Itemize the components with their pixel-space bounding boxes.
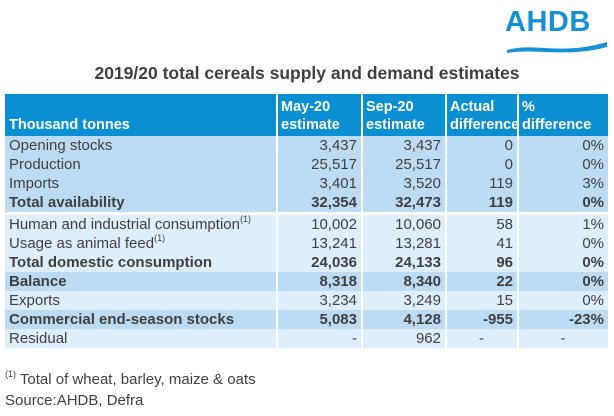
row-label-text: Total availability [9, 194, 125, 211]
table-row: Total availability 32,354 32,473 119 0% [5, 193, 608, 214]
table-row: Opening stocks 3,437 3,437 0 0% [5, 136, 608, 155]
table-row: Human and industrial consumption(1) 10,00… [5, 212, 608, 234]
sep-20-value: 4,128 [361, 310, 446, 329]
may-20-value: 32,354 [276, 193, 362, 214]
actual-difference-value: 58 [445, 212, 518, 234]
row-label-text: Total domestic consumption [9, 254, 213, 271]
row-label: Commercial end-season stocks [5, 310, 277, 329]
actual-difference-value: 0 [445, 155, 518, 174]
percent-difference-value: -23% [517, 310, 608, 329]
may-20-value: 3,401 [276, 174, 362, 193]
header-sep-20: Sep-20 estimate [361, 94, 446, 136]
actual-difference-value: 15 [445, 291, 518, 310]
table-row: Residual -962- - [5, 329, 608, 348]
footnote-marker: (1) [154, 233, 166, 243]
percent-difference-value: 0% [517, 155, 608, 174]
sep-20-value: 3,437 [361, 136, 446, 155]
table-row: Total domestic consumption 24,036 24,133 96… [5, 253, 608, 272]
actual-difference-value: 22 [445, 272, 518, 291]
sep-20-value: 25,517 [361, 155, 446, 174]
row-label: Usage as animal feed(1) [5, 234, 277, 253]
sep-20-value: 962 [361, 329, 446, 348]
actual-difference-value: 119 [445, 174, 518, 193]
table-row: Commercial end-season stocks 5,083 4,128 -9… [5, 310, 608, 329]
row-label-text: Residual [9, 330, 68, 347]
table-row: Imports 3,401 3,520 119 3% [5, 174, 608, 193]
header-actual-difference: Actual difference [445, 94, 519, 136]
table-row: Exports 3,234 3,249 15 0% [5, 291, 608, 310]
may-20-value: 25,517 [276, 155, 362, 174]
row-label: Opening stocks [5, 136, 277, 155]
row-label-text: Human and industrial consumption [9, 216, 240, 233]
ahdb-logo: AHDB [505, 6, 609, 56]
footnote-marker: (1) [239, 214, 251, 224]
percent-difference-value: 0% [517, 272, 608, 291]
percent-difference-value: - [517, 329, 608, 348]
table-row: Balance 8,318 8,340 22 0% [5, 272, 608, 291]
percent-difference-value: 0% [517, 234, 608, 253]
sep-20-value: 24,133 [361, 253, 446, 272]
row-label: Production [5, 155, 277, 174]
row-label-text: Exports [9, 292, 60, 309]
sep-20-value: 3,249 [361, 291, 446, 310]
row-label-text: Imports [9, 175, 60, 192]
sep-20-value: 3,520 [361, 174, 446, 193]
percent-difference-value: 0% [517, 193, 608, 214]
may-20-value: 5,083 [276, 310, 362, 329]
actual-difference-value: 0 [445, 136, 518, 155]
sep-20-value: 10,060 [361, 212, 446, 234]
row-label: Balance [5, 272, 277, 291]
percent-difference-value: 0% [517, 291, 608, 310]
may-20-value: 10,002 [276, 212, 362, 234]
supply-demand-table: Thousand tonnes May-20 estimate Sep-20 est… [5, 94, 608, 348]
row-label: Imports [5, 174, 277, 193]
logo-wave-icon [507, 42, 607, 53]
source-note: Source:AHDB, Defra [5, 392, 144, 409]
actual-difference-value: 119 [445, 193, 518, 214]
percent-difference-value: 3% [517, 174, 608, 193]
table-row: Production 25,517 25,517 0 0% [5, 155, 608, 174]
row-label-text: Production [9, 156, 81, 173]
sep-20-value: 13,281 [361, 234, 446, 253]
row-label: Human and industrial consumption(1) [5, 212, 277, 234]
row-label-text: Opening stocks [9, 137, 113, 154]
may-20-value: 8,318 [276, 272, 362, 291]
row-label: Exports [5, 291, 277, 310]
row-label: Residual [5, 329, 277, 348]
row-label-text: Commercial end-season stocks [9, 311, 235, 328]
row-label: Total domestic consumption [5, 253, 277, 272]
actual-difference-value: -955 [445, 310, 518, 329]
may-20-value: 13,241 [276, 234, 362, 253]
table-row: Usage as animal feed(1) 13,241 13,281 41 0% [5, 234, 608, 253]
page-title: 2019/20 total cereals supply and demand … [94, 63, 520, 83]
row-label-text: Balance [9, 273, 67, 290]
header-thousand-tonnes: Thousand tonnes [5, 94, 277, 136]
percent-difference-value: 0% [517, 136, 608, 155]
actual-difference-value: 96 [445, 253, 518, 272]
may-20-value: 3,437 [276, 136, 362, 155]
percent-difference-value: 1% [517, 212, 608, 234]
percent-difference-value: 0% [517, 253, 608, 272]
table-header-row: Thousand tonnes May-20 estimate Sep-20 est… [5, 94, 608, 136]
may-20-value: 3,234 [276, 291, 362, 310]
row-label-text: Usage as animal feed [9, 235, 155, 252]
sep-20-value: 8,340 [361, 272, 446, 291]
actual-difference-value: 41 [445, 234, 518, 253]
may-20-value: 24,036 [276, 253, 362, 272]
footnote-marker: (1) [5, 369, 16, 379]
footnote: (1) Total of wheat, barley, maize & oats [5, 369, 256, 389]
actual-difference-value: - [445, 329, 518, 348]
footnote-text: Total of wheat, barley, maize & oats [16, 371, 256, 388]
may-20-value: - [276, 329, 362, 348]
header-percent-difference: % difference [517, 94, 608, 136]
row-label: Total availability [5, 193, 277, 214]
sep-20-value: 32,473 [361, 193, 446, 214]
logo-text: AHDB [505, 6, 591, 38]
header-may-20: May-20 estimate [276, 94, 362, 136]
